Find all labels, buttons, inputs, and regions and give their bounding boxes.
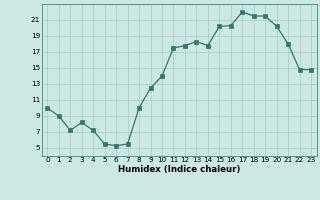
X-axis label: Humidex (Indice chaleur): Humidex (Indice chaleur) [118,165,240,174]
